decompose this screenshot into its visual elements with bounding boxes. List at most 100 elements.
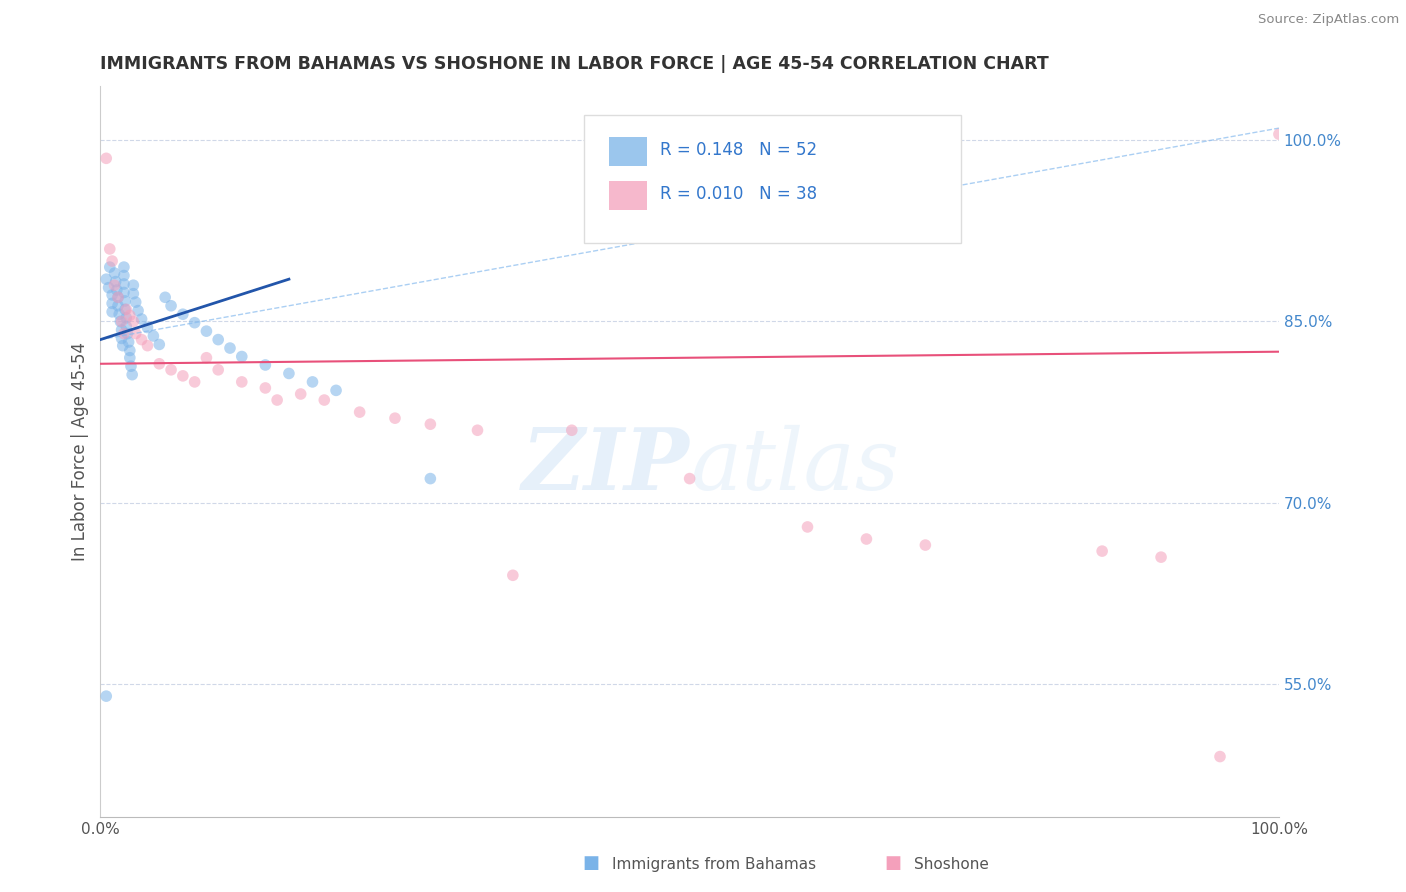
Point (122, 278, 145, 293)
Point (115, 302, 138, 317)
Point (108, 307, 131, 321)
Text: ■: ■ (582, 855, 599, 872)
Point (195, 351, 218, 365)
Point (153, 290, 176, 304)
Point (118, 309, 141, 323)
Point (125, 326, 148, 341)
Point (1209, 749, 1232, 764)
Point (118, 351, 141, 365)
Point (110, 331, 132, 345)
Point (419, 417, 441, 432)
Point (207, 363, 229, 377)
Point (183, 375, 205, 389)
Point (231, 350, 253, 364)
Text: IMMIGRANTS FROM BAHAMAS VS SHOSHONE IN LABOR FORCE | AGE 45-54 CORRELATION CHART: IMMIGRANTS FROM BAHAMAS VS SHOSHONE IN L… (100, 55, 1049, 73)
Point (104, 275, 127, 289)
Point (96, 272, 118, 286)
Point (467, 423, 489, 437)
Point (115, 310, 138, 325)
Point (349, 405, 371, 419)
Point (107, 290, 129, 304)
Text: R = 0.010   N = 38: R = 0.010 N = 38 (661, 185, 817, 203)
Point (111, 339, 134, 353)
Point (97, 280, 120, 294)
Point (117, 326, 139, 341)
Point (561, 423, 583, 437)
Point (121, 368, 143, 382)
Point (136, 320, 159, 334)
Point (277, 367, 299, 381)
Point (419, 472, 441, 486)
Point (136, 339, 159, 353)
Point (101, 254, 124, 268)
Point (855, 532, 877, 546)
Point (502, 568, 524, 582)
Point (384, 411, 406, 425)
Text: Immigrants from Bahamas: Immigrants from Bahamas (612, 857, 815, 872)
Y-axis label: In Labor Force | Age 45-54: In Labor Force | Age 45-54 (72, 342, 89, 561)
Text: R = 0.148   N = 52: R = 0.148 N = 52 (661, 141, 817, 159)
Text: ■: ■ (884, 855, 901, 872)
Bar (609, 181, 647, 211)
Point (101, 296, 124, 310)
Point (112, 285, 135, 300)
Point (266, 392, 288, 407)
Point (98, 260, 121, 274)
Point (122, 314, 145, 328)
Point (796, 520, 818, 534)
Point (112, 260, 135, 274)
Point (207, 333, 229, 347)
Point (112, 277, 135, 291)
Point (107, 290, 129, 304)
Point (290, 387, 312, 401)
Point (125, 295, 148, 310)
Point (112, 268, 135, 283)
FancyBboxPatch shape (583, 115, 960, 243)
Point (127, 303, 149, 318)
Point (219, 341, 242, 355)
Point (110, 314, 132, 328)
Point (160, 299, 183, 313)
Point (160, 363, 183, 377)
Point (231, 375, 253, 389)
Point (101, 305, 124, 319)
Point (114, 293, 136, 308)
Point (148, 337, 170, 351)
Point (301, 375, 323, 389)
Point (678, 472, 700, 486)
Point (1268, 127, 1291, 141)
Point (314, 392, 336, 407)
Point (110, 323, 132, 337)
Text: atlas: atlas (689, 425, 898, 508)
Text: Shoshone: Shoshone (914, 857, 988, 872)
Point (122, 286, 145, 301)
Point (195, 324, 218, 338)
Point (131, 333, 153, 347)
Point (172, 368, 194, 383)
Point (110, 314, 132, 328)
Point (131, 312, 153, 326)
Point (1150, 550, 1173, 565)
Text: Source: ZipAtlas.com: Source: ZipAtlas.com (1258, 13, 1399, 27)
Point (103, 266, 125, 280)
Point (325, 384, 347, 398)
Point (98, 242, 121, 256)
Point (101, 288, 124, 302)
Point (254, 358, 277, 372)
Point (96, 689, 118, 703)
Text: ZIP: ZIP (522, 425, 689, 508)
Point (172, 307, 194, 321)
Point (114, 302, 136, 317)
Point (105, 283, 128, 297)
Point (914, 538, 936, 552)
Point (115, 319, 138, 334)
Point (96, 151, 118, 165)
Point (142, 329, 165, 343)
Point (183, 316, 205, 330)
Point (103, 278, 125, 293)
Point (120, 359, 142, 374)
Bar (609, 137, 647, 166)
Point (254, 381, 277, 395)
Point (112, 326, 135, 341)
Point (1091, 544, 1114, 558)
